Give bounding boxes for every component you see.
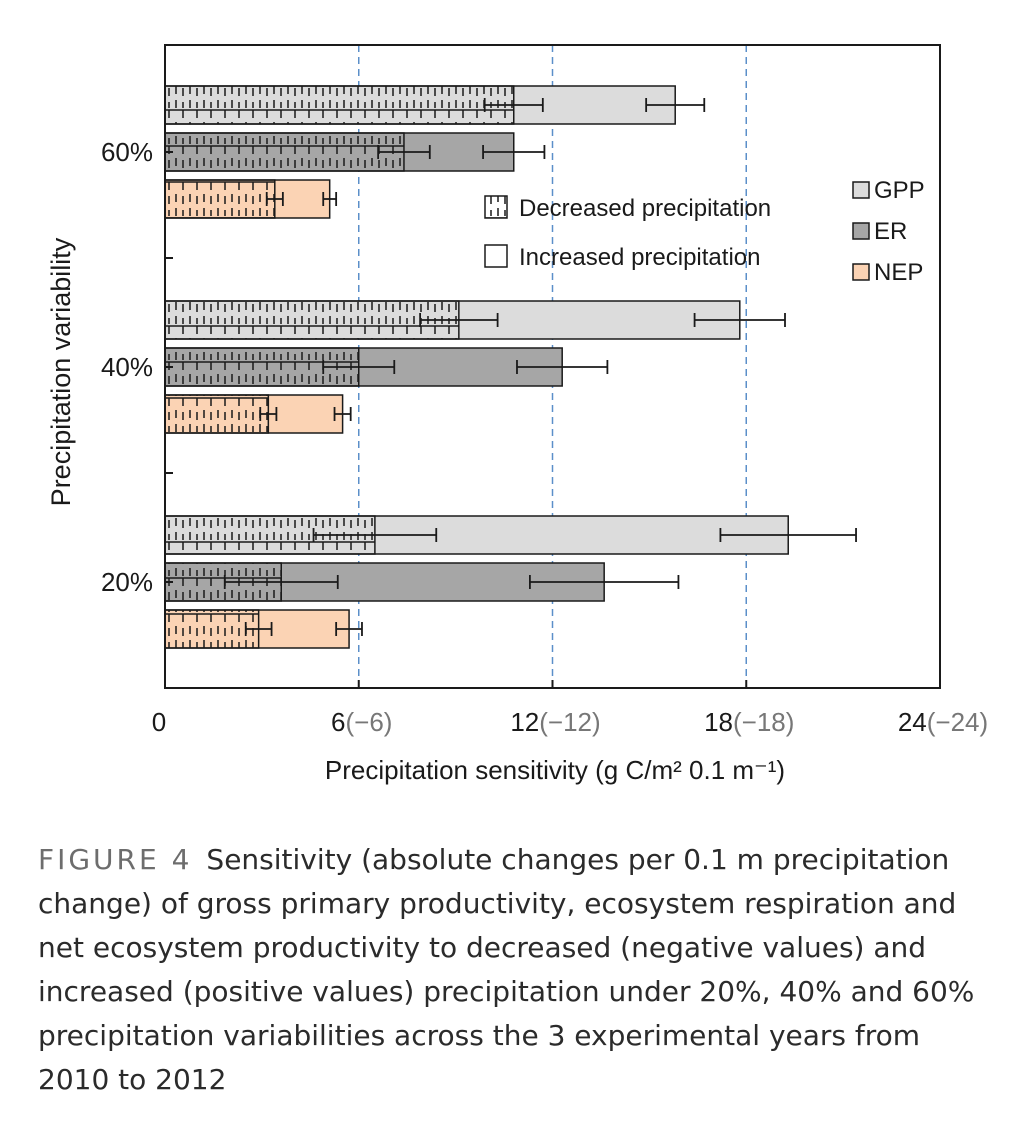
figure-caption: FIGURE 4 Sensitivity (absolute changes pe… xyxy=(38,838,998,1102)
errorbar-increased-nep-20pct xyxy=(335,622,363,636)
x-tick-neg-value-2: (−12) xyxy=(539,707,600,737)
errorbar-decreased-gpp-60pct xyxy=(483,98,544,112)
y-tick-label-1: 40% xyxy=(101,352,153,382)
errorbar-decreased-nep-20pct xyxy=(244,622,273,636)
errorbar-decreased-er-40pct xyxy=(322,360,396,374)
legend-label-nep: NEP xyxy=(874,259,923,286)
x-tick-neg-value-1: (−6) xyxy=(346,707,393,737)
x-tick-value-0: 0 xyxy=(152,707,166,737)
errorbar-decreased-nep-60pct xyxy=(265,192,284,206)
legend-swatch-decreased xyxy=(484,195,508,219)
x-axis-title: Precipitation sensitivity (g C/m² 0.1 m⁻… xyxy=(325,755,785,785)
x-tick-label-1: 6(−6) xyxy=(331,707,392,737)
y-tick-label-0: 60% xyxy=(101,137,153,167)
x-tick-label-2: 12(−12) xyxy=(510,707,600,737)
errorbar-decreased-nep-40pct xyxy=(259,407,278,421)
errorbar-increased-er-20pct xyxy=(528,575,680,589)
legend-swatch-gpp xyxy=(852,181,870,199)
pattern-legend: Decreased precipitation Increased precip… xyxy=(484,195,771,271)
bars xyxy=(164,85,857,649)
errorbar-increased-er-40pct xyxy=(516,360,609,374)
bar-decreased-nep-60pct xyxy=(164,179,276,219)
errorbar-decreased-er-20pct xyxy=(223,575,339,589)
figure-label: FIGURE 4 xyxy=(38,843,193,876)
x-tick-neg-value-4: (−24) xyxy=(927,707,988,737)
chart: 60% 40% 20% 0 6(−6) 12(−12) 18(−18) 24(−24) Pre… xyxy=(46,44,988,785)
errorbar-increased-er-60pct xyxy=(482,145,546,159)
bar-decreased-gpp-60pct xyxy=(164,85,515,125)
y-axis-title: Precipitation variability xyxy=(46,237,76,506)
errorbar-increased-nep-60pct xyxy=(322,192,338,206)
x-tick-neg-value-3: (−18) xyxy=(733,707,794,737)
errorbar-increased-gpp-40pct xyxy=(693,313,786,327)
legend-label-gpp: GPP xyxy=(874,177,925,204)
errorbar-decreased-gpp-20pct xyxy=(312,528,438,542)
bar-decreased-gpp-40pct xyxy=(164,300,460,340)
legend-swatch-nep xyxy=(852,263,870,281)
errorbar-increased-nep-40pct xyxy=(333,407,352,421)
legend-swatch-er xyxy=(852,222,870,240)
errorbar-decreased-gpp-40pct xyxy=(419,313,499,327)
y-tick-label-2: 20% xyxy=(101,567,153,597)
legend-label-decreased: Decreased precipitation xyxy=(519,195,771,222)
x-tick-value-1: 6 xyxy=(331,707,345,737)
series-legend: GPP ER NEP xyxy=(852,177,925,286)
bar-decreased-nep-40pct xyxy=(164,394,270,434)
bar-decreased-nep-20pct xyxy=(164,609,260,649)
x-tick-label-3: 18(−18) xyxy=(704,707,794,737)
x-tick-value-3: 18 xyxy=(704,707,733,737)
errorbar-increased-gpp-20pct xyxy=(719,528,857,542)
errorbar-increased-gpp-60pct xyxy=(645,98,706,112)
legend-label-increased: Increased precipitation xyxy=(519,244,760,271)
legend-swatch-increased xyxy=(484,244,508,268)
caption-text: Sensitivity (absolute changes per 0.1 m … xyxy=(38,843,975,1096)
x-tick-value-2: 12 xyxy=(510,707,539,737)
legend-label-er: ER xyxy=(874,218,907,245)
x-tick-label-0: 0 xyxy=(152,707,166,737)
x-tick-value-4: 24 xyxy=(898,707,927,737)
x-tick-label-4: 24(−24) xyxy=(898,707,988,737)
errorbar-decreased-er-60pct xyxy=(377,145,431,159)
axes: 60% 40% 20% 0 6(−6) 12(−12) 18(−18) 24(−24) xyxy=(101,137,988,737)
bar-decreased-er-60pct xyxy=(164,132,405,172)
